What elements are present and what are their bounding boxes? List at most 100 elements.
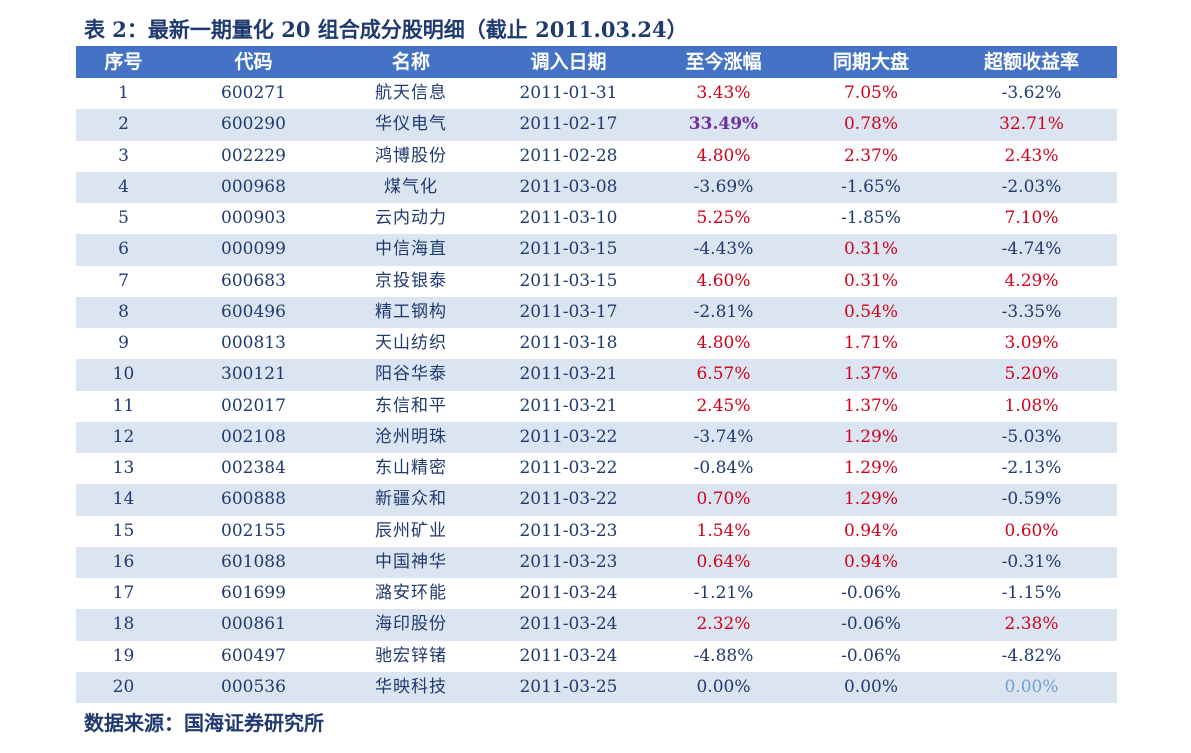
cell-code: 002229 (221, 145, 286, 166)
table-body: 1 600271 航天信息 2011-01-31 3.43% 7.05% -3.62% 2 60… (76, 78, 1117, 703)
cell-code: 601088 (221, 551, 286, 572)
cell-code: 000813 (221, 333, 286, 353)
cell-date: 2011-03-21 (519, 395, 618, 416)
cell-excess: 0.60% (1004, 520, 1059, 541)
cell-name: 京投银泰 (375, 270, 447, 291)
cell-excess: -5.03% (1001, 426, 1062, 447)
cell-code: 000099 (221, 239, 286, 260)
cell-market: -1.65% (841, 176, 901, 197)
table-row: 16 601088 中国神华 2011-03-23 0.64% 0.94% -0.31% (76, 546, 1117, 578)
cell-code: 600496 (221, 301, 286, 322)
cell-excess: 0.00% (1004, 676, 1059, 697)
table-row: 20 000536 华映科技 2011-03-25 0.00% 0.00% 0.00% (76, 671, 1117, 703)
cell-name: 海印股份 (375, 614, 447, 635)
cell-index: 1 (118, 83, 129, 103)
cell-index: 14 (112, 489, 135, 510)
cell-code: 300121 (221, 364, 286, 385)
table-row: 9 000813 天山纺织 2011-03-18 4.80% 1.71% 3.09% (76, 328, 1117, 359)
table-row: 2 600290 华仪电气 2011-02-17 33.49% 0.78% 32.71% (76, 109, 1117, 141)
table-row: 1 600271 航天信息 2011-01-31 3.43% 7.05% -3.62% (76, 78, 1117, 109)
table-header: 序号 代码 名称 调入日期 至今涨幅 同期大盘 超额收益率 (76, 46, 1117, 78)
cell-index: 2 (118, 114, 129, 135)
header-code: 代码 (234, 51, 273, 73)
cell-gain: -2.81% (693, 301, 754, 322)
cell-code: 600290 (221, 114, 286, 135)
cell-index: 20 (112, 676, 135, 697)
cell-gain: 4.80% (696, 145, 751, 166)
cell-name: 华仪电气 (375, 114, 447, 135)
cell-excess: -2.03% (1001, 176, 1062, 197)
cell-gain: 2.32% (696, 614, 751, 635)
cell-name: 新疆众和 (375, 489, 447, 510)
table-row: 4 000968 煤气化 2011-03-08 -3.69% -1.65% -2.03% (76, 171, 1117, 203)
cell-date: 2011-03-22 (519, 458, 618, 478)
cell-market: 0.94% (843, 520, 898, 541)
cell-date: 2011-03-23 (519, 551, 618, 572)
cell-gain: 2.45% (696, 395, 751, 416)
cell-date: 2011-03-08 (519, 176, 618, 197)
header-date: 调入日期 (530, 51, 607, 73)
cell-gain: -4.88% (693, 645, 754, 666)
cell-market: 1.37% (843, 395, 898, 416)
table-row: 13 002384 东山精密 2011-03-22 -0.84% 1.29% -2.13% (76, 453, 1117, 484)
header-excess: 超额收益率 (983, 51, 1079, 73)
table-row: 3 002229 鸿博股份 2011-02-28 4.80% 2.37% 2.43% (76, 141, 1117, 172)
cell-market: 1.37% (843, 364, 898, 385)
cell-market: 1.29% (843, 489, 898, 510)
cell-gain: -1.21% (693, 583, 754, 603)
cell-name: 航天信息 (375, 83, 447, 103)
cell-date: 2011-03-25 (519, 676, 618, 697)
cell-excess: 32.71% (999, 114, 1064, 135)
cell-date: 2011-03-24 (519, 614, 618, 635)
cell-code: 000861 (221, 614, 286, 635)
cell-index: 4 (118, 176, 129, 197)
cell-gain: 1.54% (696, 520, 751, 541)
cell-date: 2011-03-22 (519, 489, 618, 510)
cell-date: 2011-03-15 (519, 239, 618, 260)
cell-date: 2011-03-15 (519, 270, 618, 291)
cell-date: 2011-03-10 (519, 208, 618, 228)
cell-date: 2011-02-28 (519, 145, 618, 166)
cell-code: 600497 (221, 645, 286, 666)
cell-market: 0.31% (843, 270, 898, 291)
cell-excess: -4.82% (1001, 645, 1062, 666)
cell-code: 000903 (221, 208, 286, 228)
cell-index: 11 (112, 395, 135, 416)
cell-market: 0.78% (843, 114, 898, 135)
cell-code: 600888 (221, 489, 286, 510)
cell-code: 002017 (221, 395, 286, 416)
cell-index: 19 (112, 645, 135, 666)
header-market: 同期大盘 (832, 51, 909, 73)
header-gain: 至今涨幅 (685, 51, 762, 73)
cell-market: 1.71% (843, 333, 898, 353)
cell-name: 云内动力 (375, 208, 447, 228)
table-row: 8 600496 精工钢构 2011-03-17 -2.81% 0.54% -3.35% (76, 296, 1117, 328)
cell-gain: -3.69% (693, 176, 754, 197)
cell-excess: -3.35% (1001, 301, 1062, 322)
cell-index: 13 (112, 458, 135, 478)
cell-name: 辰州矿业 (375, 520, 447, 541)
cell-market: -0.06% (841, 614, 901, 635)
cell-index: 9 (118, 333, 129, 353)
cell-name: 鸿博股份 (375, 145, 447, 166)
cell-date: 2011-03-23 (519, 520, 618, 541)
cell-index: 16 (112, 551, 135, 572)
cell-name: 中国神华 (375, 551, 447, 572)
cell-code: 600683 (221, 270, 286, 291)
cell-date: 2011-02-17 (519, 114, 618, 135)
cell-gain: -3.74% (693, 426, 754, 447)
cell-excess: -1.15% (1001, 583, 1062, 603)
cell-gain: 33.49% (688, 114, 759, 135)
cell-date: 2011-03-24 (519, 583, 618, 603)
table-row: 14 600888 新疆众和 2011-03-22 0.70% 1.29% -0.59% (76, 484, 1117, 516)
table-row: 12 002108 沧州明珠 2011-03-22 -3.74% 1.29% -5.03% (76, 421, 1117, 453)
cell-index: 15 (112, 520, 135, 541)
cell-market: 1.29% (843, 458, 898, 478)
cell-market: -0.06% (841, 583, 901, 603)
cell-excess: 4.29% (1004, 270, 1059, 291)
cell-gain: 0.64% (696, 551, 751, 572)
cell-index: 18 (112, 614, 135, 635)
cell-name: 东信和平 (375, 395, 447, 416)
cell-excess: -2.13% (1001, 458, 1062, 478)
cell-date: 2011-03-24 (519, 645, 618, 666)
